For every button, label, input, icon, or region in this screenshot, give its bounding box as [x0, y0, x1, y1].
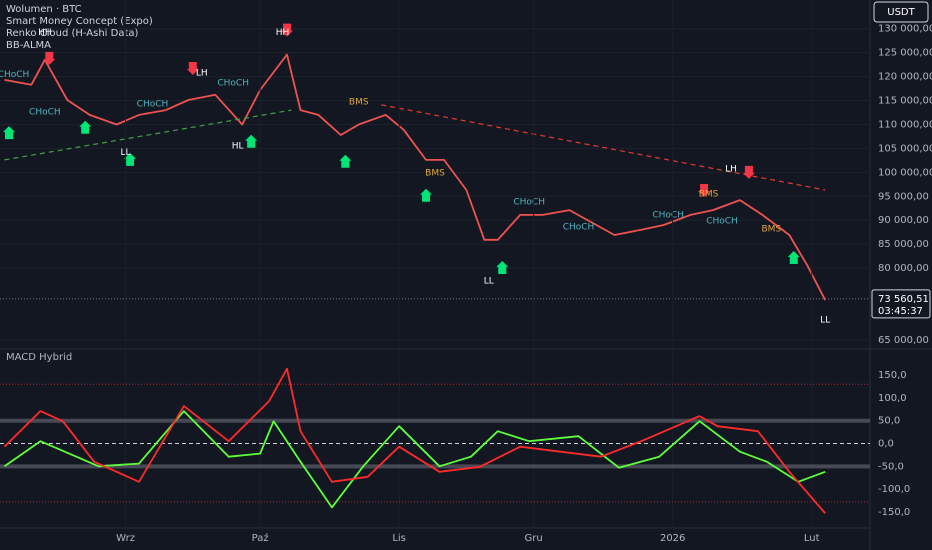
- sell-signal: [698, 184, 711, 198]
- buy-signal: [496, 261, 509, 275]
- y-tick-label: -150,0: [878, 507, 910, 518]
- y-tick-label: 105 000,00: [878, 143, 932, 154]
- y-tick-label: 80 000,00: [878, 263, 929, 274]
- series-line: [4, 109, 292, 161]
- y-tick-label: -100,0: [878, 484, 910, 495]
- buy-signal: [245, 134, 258, 148]
- y-tick-label: 50,0: [878, 416, 900, 427]
- y-tick-label: 90 000,00: [878, 215, 929, 226]
- annotation: LL: [484, 276, 494, 286]
- y-tick-label: 130 000,00: [878, 24, 932, 35]
- y-tick-label: 125 000,00: [878, 48, 932, 59]
- series-line: [4, 53, 826, 301]
- currency-box[interactable]: [873, 1, 929, 23]
- macd-title: MACD Hybrid: [6, 352, 72, 363]
- countdown: 03:45:37: [878, 306, 923, 317]
- x-tick-label: Wrz: [116, 533, 135, 544]
- annotation: HL: [232, 141, 244, 151]
- y-tick-label: 100 000,00: [878, 167, 932, 178]
- y-tick-label: -50,0: [878, 461, 904, 472]
- x-tick-label: 2026: [660, 533, 685, 544]
- annotation: BMS: [762, 224, 782, 234]
- indicator-name: Renko Cloud (H-Ashi Data): [6, 28, 138, 39]
- x-tick-label: Paź: [252, 532, 269, 544]
- sell-signal: [186, 61, 199, 75]
- annotation: CHoCH: [217, 78, 249, 88]
- annotation: BMS: [349, 97, 369, 107]
- sell-signal: [281, 23, 294, 37]
- y-tick-label: 65 000,00: [878, 335, 929, 346]
- buy-signal: [420, 188, 433, 202]
- buy-signal: [339, 154, 352, 168]
- y-tick-label: 150,0: [878, 370, 907, 381]
- last-price-label: 73 560,51: [878, 294, 929, 305]
- y-tick-label: 115 000,00: [878, 96, 932, 107]
- annotation: LH: [196, 68, 208, 78]
- annotation: BMS: [699, 189, 719, 199]
- annotation: LL: [820, 316, 830, 326]
- indicator-name: Smart Money Concept (Expo): [6, 16, 153, 27]
- annotation: BMS: [425, 168, 445, 178]
- annotation: CHoCH: [652, 210, 684, 220]
- buy-signal: [2, 126, 15, 140]
- sell-signal: [43, 51, 56, 65]
- annotation: HH: [38, 28, 52, 38]
- buy-signal: [79, 120, 92, 134]
- annotation: HH: [276, 28, 290, 38]
- annotation: CHoCH: [0, 70, 29, 80]
- y-tick-label: 0,0: [878, 439, 894, 450]
- annotation: CHoCH: [563, 222, 595, 232]
- y-tick-label: 110 000,00: [878, 119, 932, 130]
- indicator-name: Wolumen · BTC: [6, 4, 82, 15]
- series-line: [3, 367, 826, 514]
- annotation: CHoCH: [513, 198, 545, 208]
- x-tick-label: Lis: [392, 533, 406, 544]
- y-tick-label: 120 000,00: [878, 72, 932, 83]
- annotation: LH: [725, 164, 737, 174]
- annotation: CHoCH: [137, 99, 169, 109]
- series-line: [381, 104, 826, 191]
- x-tick-label: Gru: [525, 533, 543, 544]
- annotation: CHoCH: [706, 217, 738, 227]
- last-price-box: [871, 289, 931, 319]
- buy-signal: [787, 251, 800, 265]
- currency: USDT: [887, 7, 915, 18]
- y-tick-label: 95 000,00: [878, 191, 929, 202]
- y-tick-label: 85 000,00: [878, 239, 929, 250]
- buy-signal: [124, 152, 137, 166]
- indicator-name: BB-ALMA: [6, 40, 51, 51]
- x-tick-label: Lut: [804, 533, 820, 544]
- annotation: CHoCH: [29, 108, 61, 118]
- sell-signal: [742, 165, 755, 179]
- y-tick-label: 100,0: [878, 393, 907, 404]
